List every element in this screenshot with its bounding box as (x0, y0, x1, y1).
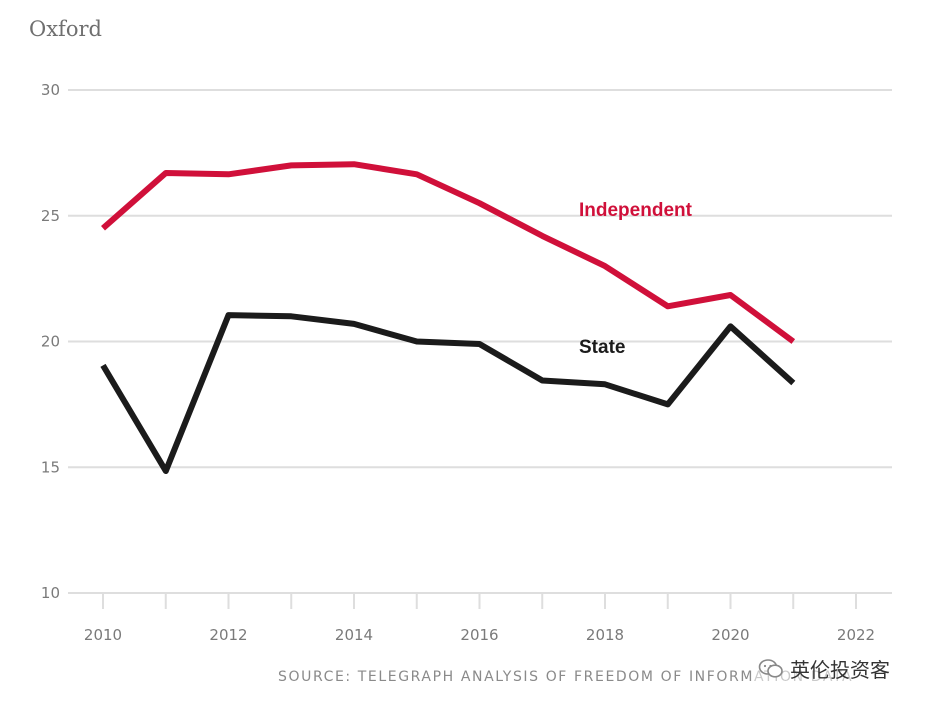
source-note: SOURCE: TELEGRAPH ANALYSIS OF FREEDOM OF… (278, 669, 854, 685)
y-tick-20: 20 (41, 333, 60, 351)
series-label-independent: Independent (579, 200, 693, 221)
x-tick-2018: 2018 (586, 626, 624, 644)
y-tick-15: 15 (41, 458, 60, 476)
y-tick-labels: 10 15 20 25 30 (41, 81, 60, 602)
series-line-state (100, 312, 796, 474)
series-lines (100, 161, 796, 474)
watermark: 英伦投资客 (754, 652, 894, 685)
y-tick-10: 10 (41, 584, 60, 602)
x-tick-2010: 2010 (84, 626, 122, 644)
chart-title: Oxford (29, 17, 102, 41)
x-tick-2020: 2020 (711, 626, 749, 644)
series-labels: Independent State (579, 200, 693, 358)
wechat-icon (758, 658, 783, 678)
x-tick-2022: 2022 (837, 626, 875, 644)
y-tick-30: 30 (41, 81, 60, 99)
x-tick-labels: 2010 2012 2014 2016 2018 2020 2022 (84, 626, 875, 644)
x-tick-2012: 2012 (209, 626, 247, 644)
series-label-state: State (579, 337, 625, 358)
watermark-text: 英伦投资客 (790, 658, 890, 682)
x-tick-2016: 2016 (460, 626, 498, 644)
x-tick-2014: 2014 (335, 626, 373, 644)
grid-lines (68, 89, 892, 609)
series-line-independent (101, 161, 796, 344)
y-tick-25: 25 (41, 207, 60, 225)
